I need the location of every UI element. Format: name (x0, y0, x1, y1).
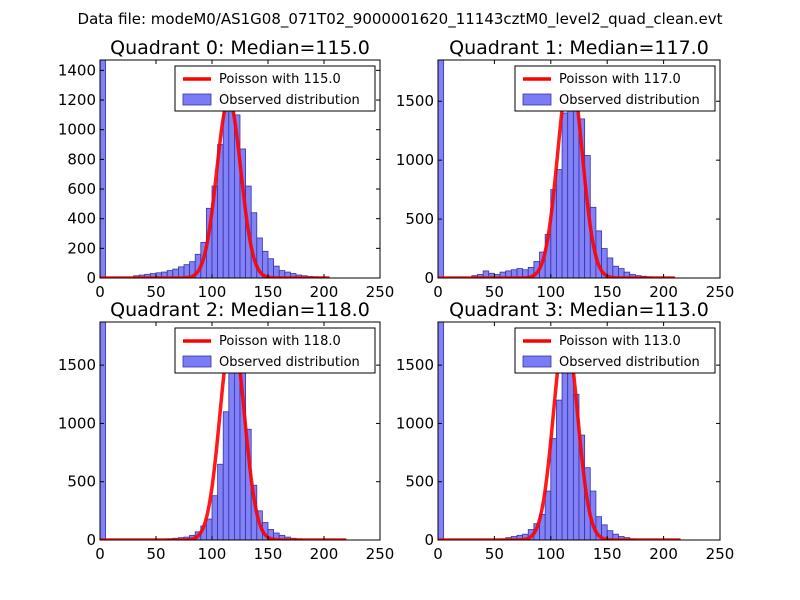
axes-frame (437, 59, 721, 279)
legend-bar-label: Observed distribution (559, 93, 700, 108)
x-tick-label: 200 (310, 283, 339, 301)
y-tick-label: 500 (405, 210, 434, 228)
axes-frame (99, 59, 381, 279)
axes-frame (437, 321, 721, 541)
x-tick-label: 0 (95, 545, 105, 563)
legend-line-label: Poisson with 117.0 (559, 72, 681, 87)
x-tick-label: 250 (706, 545, 735, 563)
figure-title: Data file: modeM0/AS1G08_071T02_90000016… (78, 10, 723, 29)
x-tick-label: 0 (95, 283, 105, 301)
legend: Poisson with 113.0 Observed distribution (514, 327, 716, 374)
poisson-curve (100, 98, 331, 278)
legend-bar-label: Observed distribution (219, 355, 360, 370)
histogram-bar (544, 490, 552, 540)
legend-bar-swatch (182, 93, 212, 106)
legend-bar-label: Observed distribution (219, 93, 360, 108)
x-tick-label: 100 (536, 283, 565, 301)
legend: Poisson with 115.0 Observed distribution (174, 65, 376, 112)
legend-bar-swatch (522, 93, 552, 106)
histogram-bar (100, 60, 106, 278)
x-tick-label: 150 (254, 283, 283, 301)
y-tick-label: 1500 (396, 356, 434, 374)
subplot-grid: 0 50 100 150 200 2500200400600800100012001400… (58, 37, 735, 563)
legend-bar-label: Observed distribution (559, 355, 700, 370)
legend-line-label: Poisson with 113.0 (559, 334, 681, 349)
histogram-bar (211, 495, 218, 540)
y-tick-label: 200 (67, 239, 96, 257)
y-tick-label: 1500 (396, 92, 434, 110)
histogram-bar (550, 438, 557, 540)
x-tick-label: 50 (146, 283, 165, 301)
y-tick-label: 1400 (58, 61, 96, 79)
subplot-title: Quadrant 1: Median=117.0 (449, 37, 709, 59)
x-tick-label: 50 (485, 283, 504, 301)
legend-line-label: Poisson with 115.0 (219, 72, 341, 87)
legend-box (514, 327, 716, 374)
x-tick-label: 150 (593, 545, 622, 563)
legend-bar-swatch (182, 355, 212, 368)
y-tick-label: 1000 (58, 414, 96, 432)
x-tick-label: 200 (649, 283, 678, 301)
histogram-bar (205, 518, 213, 540)
x-tick-label: 50 (146, 545, 165, 563)
y-tick-label: 1000 (396, 414, 434, 432)
quadrant-3-subplot: 0 50 100 150 200 250 0 500 1000 1500 Quadrant 3: M… (396, 299, 735, 563)
histogram-bar (561, 112, 569, 278)
x-tick-label: 100 (198, 545, 227, 563)
y-tick-label: 0 (86, 531, 96, 549)
histogram-bar (222, 110, 230, 278)
x-tick-label: 100 (536, 545, 565, 563)
y-tick-label: 500 (405, 473, 434, 491)
quadrant-0-subplot: 0 50 100 150 200 250 0 200 400 600 800 1000 1200 1400… (58, 37, 395, 301)
poisson-curve (100, 329, 348, 540)
axes-frame (99, 321, 381, 541)
x-tick-label: 250 (366, 283, 395, 301)
histogram-bar (556, 399, 563, 540)
x-tick-label: 250 (366, 545, 395, 563)
y-tick-label: 0 (424, 269, 434, 287)
histogram-bar (567, 83, 574, 278)
y-tick-label: 400 (67, 210, 96, 228)
y-tick-label: 600 (67, 180, 96, 198)
subplot-title: Quadrant 3: Median=113.0 (449, 299, 709, 321)
histogram-bar (222, 411, 230, 540)
y-tick-label: 500 (67, 473, 96, 491)
poisson-curve (438, 68, 677, 278)
x-tick-label: 200 (310, 545, 339, 563)
histogram-bar (438, 322, 445, 540)
y-tick-label: 1500 (58, 356, 96, 374)
x-tick-label: 150 (593, 283, 622, 301)
histogram-bar (556, 169, 563, 278)
subplot-title: Quadrant 0: Median=115.0 (110, 37, 370, 59)
histogram-bar (438, 60, 445, 278)
legend: Poisson with 117.0 Observed distribution (514, 65, 716, 112)
x-tick-label: 50 (485, 545, 504, 563)
y-tick-label: 0 (86, 269, 96, 287)
quadrant-1-subplot: 0 50 100 150 200 250 0 500 1000 1500 Quadrant 1: M… (396, 37, 735, 301)
y-tick-label: 1000 (396, 151, 434, 169)
histogram-bar (217, 463, 224, 540)
x-tick-label: 200 (649, 545, 678, 563)
histogram-bar (100, 322, 106, 540)
y-tick-label: 1000 (58, 121, 96, 139)
legend-bar-swatch (522, 355, 552, 368)
histogram-bar (228, 101, 235, 278)
y-tick-label: 800 (67, 150, 96, 168)
subplot-title: Quadrant 2: Median=118.0 (110, 299, 370, 321)
x-tick-label: 100 (198, 283, 227, 301)
quadrant-2-plot-content (100, 322, 348, 540)
legend-line-label: Poisson with 118.0 (219, 334, 341, 349)
x-tick-label: 250 (706, 283, 735, 301)
quadrant-2-subplot: 0 50 100 150 200 250 0 500 1000 1500 Quadrant 2: M… (58, 299, 395, 563)
histogram-bar (267, 258, 274, 278)
x-tick-label: 150 (254, 545, 283, 563)
y-tick-label: 0 (424, 531, 434, 549)
x-tick-label: 0 (433, 545, 443, 563)
x-tick-label: 0 (433, 283, 443, 301)
y-tick-label: 1200 (58, 91, 96, 109)
legend: Poisson with 118.0 Observed distribution (174, 327, 376, 374)
